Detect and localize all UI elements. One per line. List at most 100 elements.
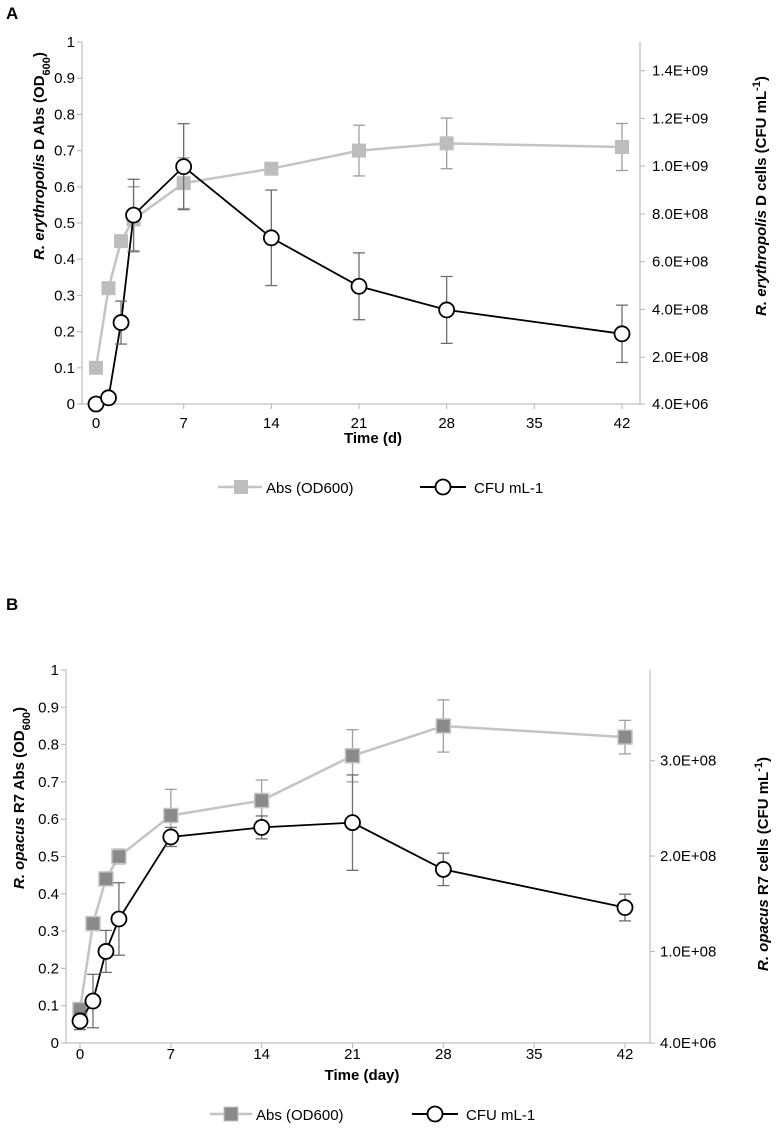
- left-axis-tick-label: 0.5: [54, 215, 75, 232]
- cfu-data-point: [71, 1012, 89, 1030]
- abs-data-point: [85, 915, 101, 932]
- abs-data-point: [344, 748, 361, 764]
- panel-a: A 0 0.1 0.2 0.3 0.4 0.5 0.6 0.7 0.8 0.9 1 4.0E+06 2.…: [6, 4, 770, 497]
- legend-cfu-marker: [434, 478, 452, 496]
- cfu-data-point: [438, 301, 456, 319]
- left-axis-tick-label: 0.6: [38, 811, 59, 828]
- panel-b-series: [71, 699, 634, 1031]
- panel-a-axes: 0 0.1 0.2 0.3 0.4 0.5 0.6 0.7 0.8 0.9 1 4.0E+06 2.0E…: [54, 34, 708, 432]
- legend-cfu-marker: [426, 1105, 444, 1123]
- abs-data-point: [98, 871, 114, 887]
- x-axis-tick-label: 7: [167, 1046, 175, 1063]
- right-axis-tick-label: 6.0E+08: [652, 254, 708, 271]
- cfu-data-point: [97, 943, 115, 960]
- abs-data-point: [352, 143, 366, 158]
- panel-b-x-axis-title: Time (day): [325, 1067, 400, 1084]
- abs-data-point: [89, 360, 103, 375]
- abs-data-point: [439, 136, 454, 151]
- panel-a-series: [87, 117, 631, 413]
- left-axis-tick-label: 0.1: [54, 360, 75, 377]
- cfu-data-point: [350, 277, 368, 295]
- left-axis-tick-label: 1: [67, 34, 75, 51]
- panel-a-label: A: [6, 4, 18, 23]
- cfu-data-point: [253, 819, 271, 836]
- cfu-data-point: [125, 206, 142, 224]
- cfu-data-point: [110, 910, 128, 928]
- cfu-data-point: [112, 314, 130, 331]
- abs-data-point: [101, 281, 116, 296]
- left-axis-tick-label: 0.2: [38, 960, 59, 977]
- left-axis-tick-label: 0.1: [38, 998, 59, 1015]
- panel-b-axes: 0 0.1 0.2 0.3 0.4 0.5 0.6 0.7 0.8 0.9 1 4.0E+06 1.0E…: [38, 662, 716, 1063]
- left-axis-tick-label: 0.9: [38, 699, 59, 716]
- right-axis-tick-label: 4.0E+08: [652, 301, 708, 318]
- left-axis-tick-label: 0.7: [54, 143, 75, 160]
- abs-data-point: [163, 807, 179, 824]
- x-axis-tick-label: 21: [344, 1046, 361, 1063]
- panel-a-left-axis-title: R. erythropolis D Abs (OD600): [31, 52, 53, 260]
- left-axis-tick-label: 0.9: [54, 70, 75, 87]
- panel-b-right-axis-title: R. opacus R7 cells (CFU mL-1): [753, 757, 772, 971]
- abs-data-point: [253, 792, 270, 809]
- abs-data-point: [615, 139, 629, 154]
- left-axis-tick-label: 0: [67, 396, 75, 413]
- legend-abs-marker: [234, 480, 248, 494]
- panel-b: B 0 0.1 0.2 0.3 0.4 0.5 0.6 0.7 0.8 0.9 1 4.0E+06 1.…: [6, 595, 772, 1124]
- right-axis-tick-label: 1.0E+08: [660, 943, 716, 960]
- panel-b-label: B: [6, 595, 18, 614]
- cfu-data-point: [100, 389, 117, 407]
- cfu-data-point: [613, 325, 631, 343]
- panel-a-x-axis-title: Time (d): [344, 430, 402, 447]
- abs-data-point: [617, 729, 633, 745]
- x-axis-tick-label: 14: [253, 1046, 270, 1063]
- left-axis-tick-label: 0.5: [38, 849, 59, 866]
- left-axis-tick-label: 0.7: [38, 774, 59, 791]
- right-axis-tick-label: 1.4E+09: [652, 63, 708, 80]
- cfu-data-point: [84, 992, 102, 1010]
- x-axis-tick-label: 28: [435, 1046, 452, 1063]
- x-axis-tick-label: 42: [614, 415, 631, 432]
- left-axis-tick-label: 0.2: [54, 324, 75, 341]
- abs-data-point: [435, 718, 452, 734]
- right-axis-tick-label: 1.2E+09: [652, 110, 708, 127]
- legend-abs-marker: [223, 1106, 239, 1122]
- abs-data-point: [264, 161, 279, 176]
- cfu-data-point: [162, 828, 180, 846]
- x-axis-tick-label: 35: [526, 415, 543, 432]
- legend-abs-label: Abs (OD600): [256, 1107, 344, 1124]
- left-axis-tick-label: 0.8: [54, 106, 75, 123]
- legend-cfu-label: CFU mL-1: [474, 480, 543, 497]
- panel-a-right-axis-title: R. erythropolis D cells (CFU mL-1): [751, 76, 770, 316]
- cfu-data-point: [262, 229, 280, 247]
- right-axis-tick-label: 8.0E+08: [652, 206, 708, 223]
- x-axis-tick-label: 7: [179, 415, 187, 432]
- x-axis-tick-label: 21: [351, 415, 368, 432]
- cfu-data-point: [434, 860, 452, 878]
- panel-b-left-axis-title: R. opacus R7 Abs (OD600): [11, 707, 33, 889]
- legend-cfu-label: CFU mL-1: [466, 1107, 535, 1124]
- cfu-data-point: [616, 899, 634, 916]
- panel-a-legend: Abs (OD600) CFU mL-1: [218, 478, 543, 497]
- left-axis-tick-label: 0.3: [54, 287, 75, 304]
- x-axis-tick-label: 0: [92, 415, 100, 432]
- abs-data-point: [114, 234, 129, 249]
- cfu-data-point: [344, 814, 361, 832]
- legend-abs-label: Abs (OD600): [266, 480, 354, 497]
- left-axis-tick-label: 0.4: [54, 251, 75, 268]
- right-axis-tick-label: 3.0E+08: [660, 753, 716, 770]
- panel-b-legend: Abs (OD600) CFU mL-1: [210, 1105, 535, 1124]
- left-axis-tick-label: 0.8: [38, 737, 59, 754]
- cfu-data-point: [175, 158, 193, 176]
- x-axis-tick-label: 35: [526, 1046, 543, 1063]
- x-axis-tick-label: 14: [263, 415, 280, 432]
- left-axis-tick-label: 1: [51, 662, 59, 679]
- left-axis-tick-label: 0.4: [38, 886, 59, 903]
- right-axis-tick-label: 4.0E+06: [652, 396, 708, 413]
- x-axis-tick-label: 42: [617, 1046, 634, 1063]
- x-axis-tick-label: 0: [76, 1046, 84, 1063]
- x-axis-tick-label: 28: [438, 415, 455, 432]
- right-axis-tick-label: 4.0E+06: [660, 1035, 716, 1052]
- left-axis-tick-label: 0.3: [38, 923, 59, 940]
